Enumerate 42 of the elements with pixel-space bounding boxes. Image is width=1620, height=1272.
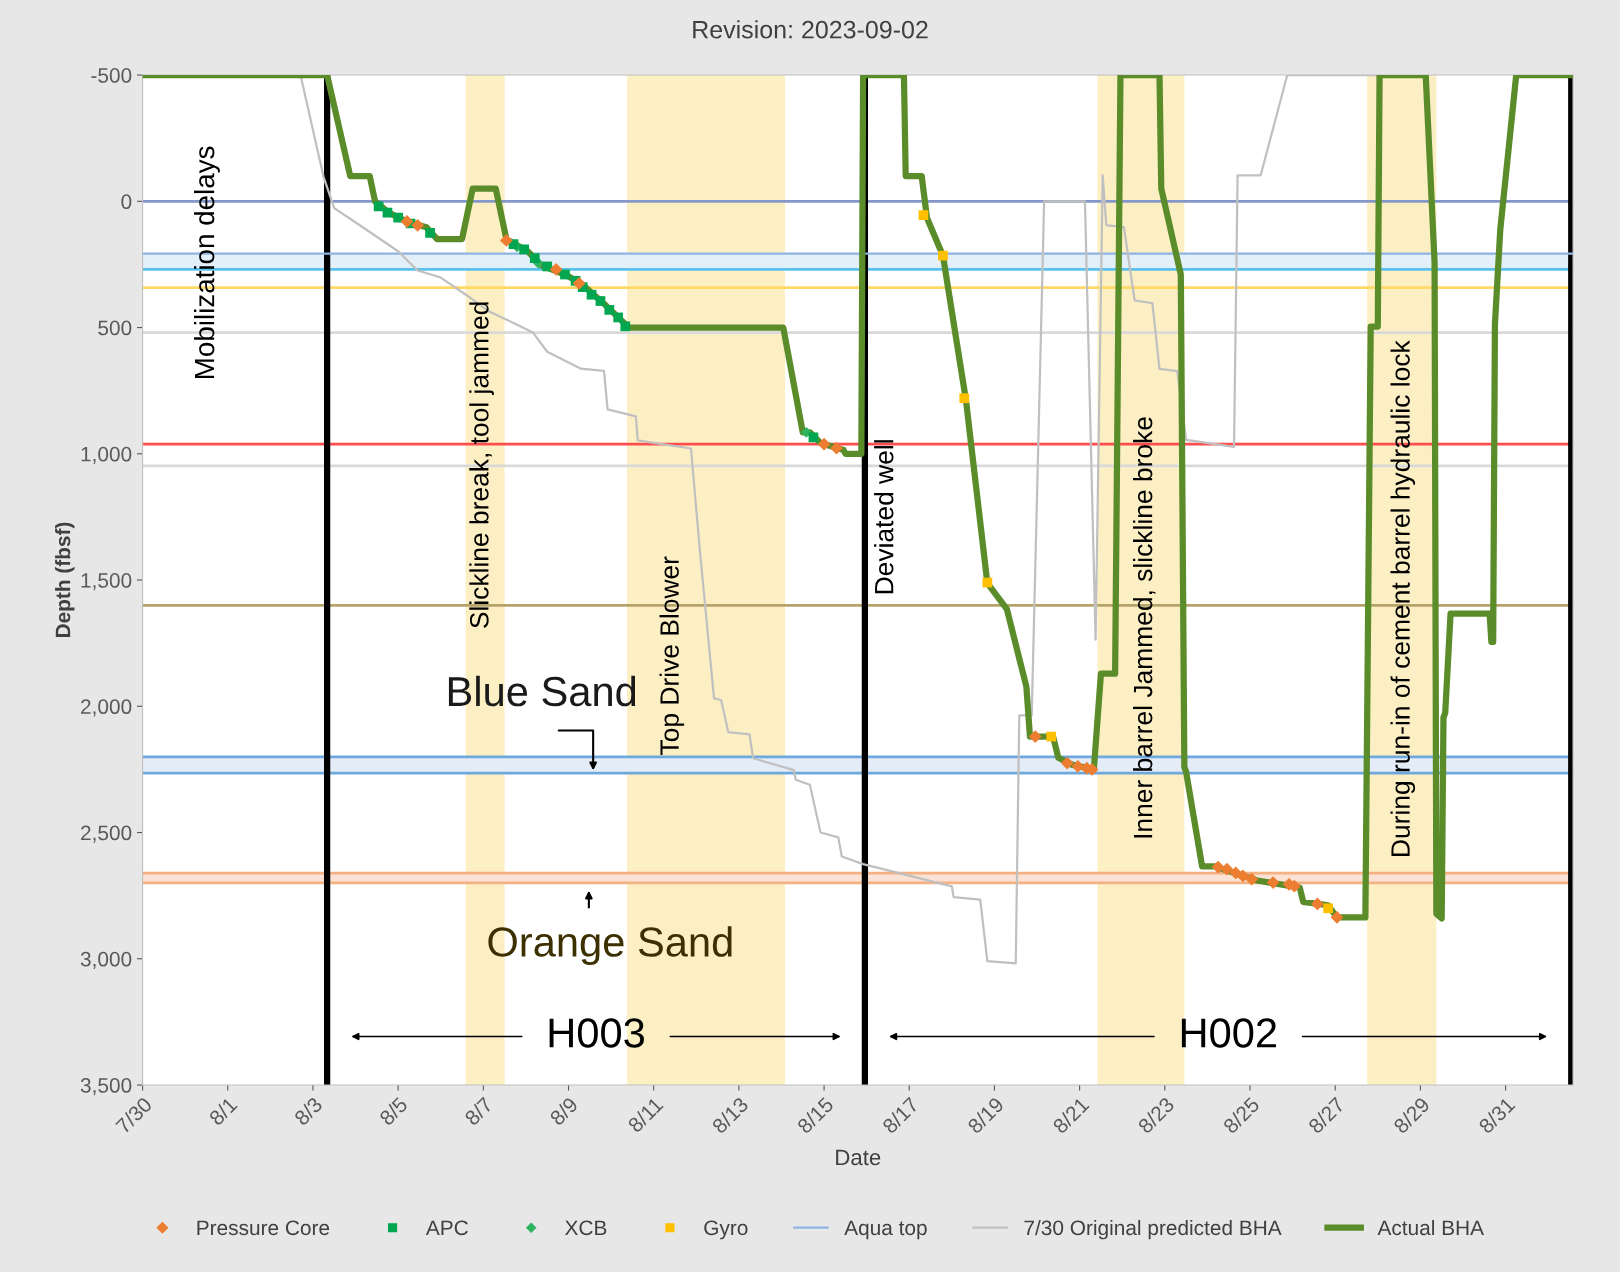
annotation: H003 — [549, 1018, 644, 1048]
x-tick-label: 8/23 — [1136, 1096, 1175, 1135]
x-tick-label: 7/30 — [114, 1096, 153, 1135]
legend-label: APC — [425, 1220, 468, 1236]
x-tick-label: 8/7 — [463, 1096, 494, 1127]
annotation: H002 — [1181, 1018, 1276, 1048]
annotation: Inner barrel Jammed, slickline broke — [1133, 417, 1156, 838]
annotation: Blue Sand — [448, 675, 636, 707]
x-tick-label: 8/21 — [1051, 1096, 1090, 1135]
x-tick-label: 8/29 — [1392, 1096, 1431, 1135]
y-axis-title: Depth (fbsf) — [55, 522, 75, 638]
annotation: Mobilization delays — [193, 146, 220, 378]
annotation: Deviated well — [874, 440, 894, 594]
y-tick-label: 3,500 — [80, 1078, 132, 1096]
legend-label: Aqua top — [844, 1220, 927, 1240]
y-tick-label: 1,500 — [81, 573, 132, 591]
legend-label: XCB — [565, 1220, 607, 1236]
x-tick-label: 8/3 — [293, 1096, 324, 1127]
y-tick-label: 3,000 — [80, 951, 132, 969]
x-tick-label: 8/19 — [966, 1096, 1005, 1135]
y-tick-label: 2,000 — [81, 699, 132, 717]
annotation: Orange Sand — [488, 926, 732, 966]
y-tick-label: -500 — [91, 68, 132, 83]
chart-title: Revision: 2023-09-02 — [693, 20, 928, 39]
x-tick-label: 8/31 — [1477, 1096, 1516, 1135]
legend-label: Gyro — [704, 1220, 748, 1240]
legend-label: 7/30 Original predicted BHA — [1024, 1219, 1282, 1240]
x-tick-label: 8/5 — [378, 1096, 409, 1127]
x-axis-title: Date — [836, 1149, 881, 1166]
x-tick-label: 8/9 — [548, 1096, 579, 1127]
x-tick-label: 8/1 — [207, 1096, 238, 1127]
x-tick-label: 8/11 — [626, 1096, 664, 1134]
x-tick-label: 8/13 — [710, 1096, 750, 1135]
annotation: Slickline break, tool jammed — [469, 302, 494, 628]
y-tick-label: 1,000 — [81, 446, 132, 464]
y-tick-label: 0 — [121, 194, 132, 210]
annotation: Top Drive Blower — [659, 556, 685, 755]
y-tick-label: 500 — [98, 320, 132, 336]
annotation: During run-in of cement barrel hydraulic lock — [1390, 340, 1416, 856]
legend-label: Pressure Core — [197, 1220, 330, 1236]
y-tick-label: 2,500 — [81, 825, 132, 843]
legend-label: Actual BHA — [1377, 1219, 1484, 1236]
